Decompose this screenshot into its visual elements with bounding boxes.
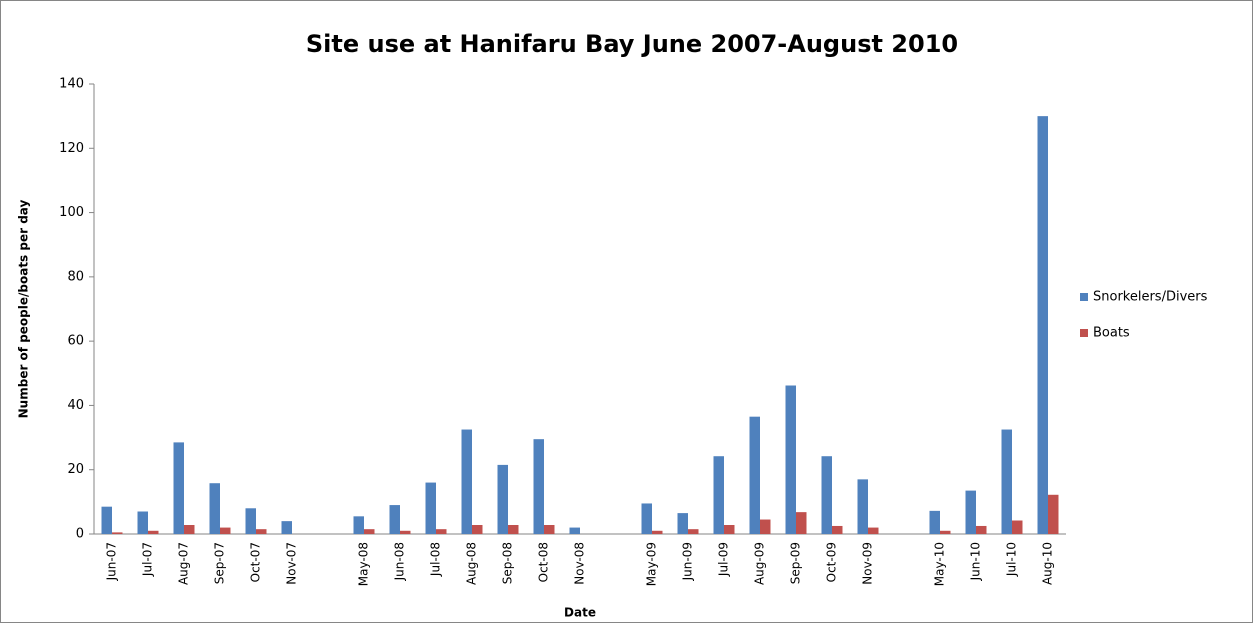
bar [508,525,519,534]
bar [281,521,292,534]
bar [1001,429,1012,534]
x-tick-label: Sep-09 [789,542,803,584]
legend-swatch [1080,329,1088,337]
bar [785,385,796,534]
x-tick-label: Jun-07 [105,542,119,581]
legend-swatch [1080,293,1088,301]
bar [101,506,112,534]
bar [796,512,807,534]
bar [184,525,195,534]
bar [641,503,652,534]
bar [472,525,483,534]
bar [1048,494,1059,534]
y-tick-label: 60 [67,334,84,349]
bar [209,483,220,534]
x-tick-label: Jul-07 [141,542,155,577]
x-tick-label: Jul-10 [1005,542,1019,577]
x-tick-label: Jul-09 [717,542,731,577]
y-tick-label: 40 [67,398,84,413]
bar [965,490,976,534]
x-tick-label: Sep-08 [501,542,515,584]
bar [112,532,123,534]
bar [832,525,843,534]
bar [821,456,832,534]
x-tick-label: Jun-10 [969,542,983,581]
y-tick-label: 120 [59,141,84,156]
bar [220,527,231,534]
bar [688,529,699,534]
bar [436,529,447,534]
bar [929,510,940,534]
x-tick-label: Sep-07 [213,542,227,584]
x-axis-label: Date [564,606,596,620]
legend-label: Snorkelers/Divers [1093,290,1208,305]
bar [1012,520,1023,534]
y-tick-label: 20 [67,462,84,477]
bar [857,479,868,534]
bar [497,464,508,534]
y-tick-label: 140 [59,77,84,92]
bar [353,516,364,534]
bar [868,527,879,534]
x-tick-label: May-09 [645,542,659,586]
bar [256,529,267,534]
bar [760,519,771,534]
bar [724,525,735,534]
x-tick-label: Aug-10 [1041,542,1055,585]
x-tick-label: Oct-08 [537,542,551,582]
x-tick-label: Oct-09 [825,542,839,582]
bar [713,456,724,534]
x-tick-label: May-08 [357,542,371,586]
x-tick-label: Oct-07 [249,542,263,582]
x-tick-label: Nov-08 [573,542,587,585]
x-tick-label: Jun-08 [393,542,407,581]
bar [652,530,663,534]
bar [976,525,987,534]
bar [1037,116,1048,535]
x-tick-label: Aug-09 [753,542,767,585]
bar [569,527,580,534]
bar [148,530,159,534]
bar [461,429,472,534]
bar [400,530,411,534]
y-tick-label: 0 [76,527,84,542]
legend-label: Boats [1093,326,1130,341]
x-tick-label: May-10 [933,542,947,586]
bar [245,508,256,534]
x-tick-label: Nov-07 [285,542,299,585]
bar [544,525,555,534]
y-tick-label: 100 [59,205,84,220]
x-tick-label: Aug-08 [465,542,479,585]
bar [749,416,760,534]
chart-title: Site use at Hanifaru Bay June 2007-Augus… [306,30,958,58]
bar [425,482,436,534]
bar [677,513,688,534]
bar [137,511,148,534]
x-tick-label: Jun-09 [681,542,695,581]
bar [364,529,375,534]
bar [533,439,544,534]
bar [940,530,951,534]
x-tick-label: Jul-08 [429,542,443,577]
bar [173,442,184,534]
bar [389,505,400,534]
y-axis-label: Number of people/boats per day [17,199,31,418]
y-tick-label: 80 [67,269,84,284]
x-tick-label: Nov-09 [861,542,875,585]
x-tick-label: Aug-07 [177,542,191,585]
